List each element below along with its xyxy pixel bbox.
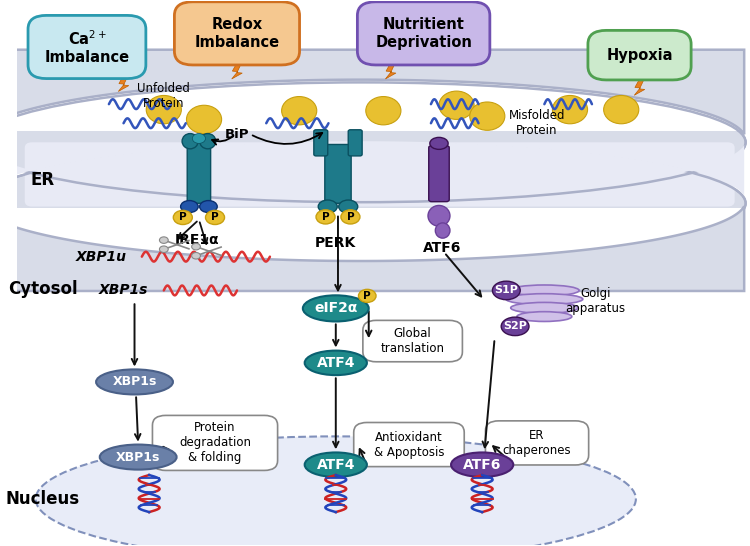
Ellipse shape xyxy=(146,96,182,124)
Ellipse shape xyxy=(192,244,200,250)
Text: Protein
degradation
& folding: Protein degradation & folding xyxy=(179,422,251,465)
Polygon shape xyxy=(118,75,129,92)
Text: ATF6: ATF6 xyxy=(463,458,501,472)
Text: Global
translation: Global translation xyxy=(381,327,445,355)
Ellipse shape xyxy=(435,223,450,238)
Text: IRE1α: IRE1α xyxy=(175,233,219,247)
Ellipse shape xyxy=(304,453,367,477)
Ellipse shape xyxy=(366,97,401,125)
Text: P: P xyxy=(364,291,371,301)
Ellipse shape xyxy=(0,144,746,263)
FancyBboxPatch shape xyxy=(354,423,464,467)
Ellipse shape xyxy=(173,210,192,224)
Ellipse shape xyxy=(282,97,316,125)
Text: Hypoxia: Hypoxia xyxy=(606,48,673,63)
Ellipse shape xyxy=(0,82,746,202)
Polygon shape xyxy=(232,63,242,79)
Text: ATF4: ATF4 xyxy=(316,356,355,370)
Text: ER
chaperones: ER chaperones xyxy=(503,429,572,457)
Ellipse shape xyxy=(192,134,206,144)
Ellipse shape xyxy=(604,96,639,124)
FancyBboxPatch shape xyxy=(429,146,449,201)
FancyBboxPatch shape xyxy=(188,142,211,203)
FancyBboxPatch shape xyxy=(588,31,691,80)
Ellipse shape xyxy=(304,351,367,375)
Ellipse shape xyxy=(470,102,505,130)
Polygon shape xyxy=(0,141,744,199)
Text: Cytosol: Cytosol xyxy=(8,280,78,298)
Ellipse shape xyxy=(200,200,217,212)
Polygon shape xyxy=(634,79,645,96)
Ellipse shape xyxy=(96,370,173,394)
Text: Golgi
apparatus: Golgi apparatus xyxy=(566,287,626,316)
Text: Ca$^{2+}$
Imbalance: Ca$^{2+}$ Imbalance xyxy=(44,29,130,65)
FancyBboxPatch shape xyxy=(25,143,735,206)
Ellipse shape xyxy=(181,200,198,212)
FancyBboxPatch shape xyxy=(28,15,146,79)
FancyBboxPatch shape xyxy=(363,321,463,362)
Ellipse shape xyxy=(553,96,587,124)
Polygon shape xyxy=(386,63,396,79)
Text: BiP: BiP xyxy=(225,128,249,141)
FancyBboxPatch shape xyxy=(175,2,299,65)
Ellipse shape xyxy=(511,302,578,313)
FancyBboxPatch shape xyxy=(348,130,362,156)
Text: S1P: S1P xyxy=(494,286,518,295)
Ellipse shape xyxy=(517,312,572,322)
Text: S2P: S2P xyxy=(503,322,527,331)
Polygon shape xyxy=(0,50,744,134)
Text: Nutritient
Deprivation: Nutritient Deprivation xyxy=(375,17,472,50)
Text: PERK: PERK xyxy=(315,236,356,250)
Text: Misfolded
Protein: Misfolded Protein xyxy=(509,109,566,137)
Text: ATF4: ATF4 xyxy=(316,458,355,472)
FancyBboxPatch shape xyxy=(358,2,490,65)
Ellipse shape xyxy=(316,210,335,224)
FancyBboxPatch shape xyxy=(152,416,278,471)
Ellipse shape xyxy=(160,246,168,252)
FancyBboxPatch shape xyxy=(325,145,351,203)
Ellipse shape xyxy=(100,444,176,470)
Text: Redox
Imbalance: Redox Imbalance xyxy=(194,17,280,50)
Text: XBP1u: XBP1u xyxy=(76,250,127,264)
Ellipse shape xyxy=(501,317,529,336)
Ellipse shape xyxy=(451,453,513,477)
Ellipse shape xyxy=(303,295,369,322)
Text: eIF2α: eIF2α xyxy=(314,301,358,316)
Ellipse shape xyxy=(187,105,221,134)
Text: XBP1s: XBP1s xyxy=(112,376,157,388)
Ellipse shape xyxy=(341,210,360,224)
FancyBboxPatch shape xyxy=(314,130,328,156)
Ellipse shape xyxy=(182,134,198,149)
Ellipse shape xyxy=(506,294,583,305)
Polygon shape xyxy=(0,206,744,291)
Ellipse shape xyxy=(192,252,200,259)
Text: Nucleus: Nucleus xyxy=(6,490,80,508)
Text: ATF6: ATF6 xyxy=(423,241,461,256)
Text: P: P xyxy=(322,212,329,222)
FancyBboxPatch shape xyxy=(17,207,749,545)
Text: ER: ER xyxy=(31,171,55,189)
Ellipse shape xyxy=(430,138,448,150)
Ellipse shape xyxy=(428,205,450,226)
Ellipse shape xyxy=(493,281,520,300)
Text: Antioxidant
& Apoptosis: Antioxidant & Apoptosis xyxy=(374,431,444,459)
Ellipse shape xyxy=(200,134,216,149)
Text: Unfolded
Protein: Unfolded Protein xyxy=(137,82,190,110)
Text: P: P xyxy=(211,212,219,222)
Ellipse shape xyxy=(509,285,579,296)
Ellipse shape xyxy=(439,91,474,120)
Text: XBP1s: XBP1s xyxy=(116,450,160,464)
Ellipse shape xyxy=(36,436,636,546)
Ellipse shape xyxy=(339,200,358,213)
Ellipse shape xyxy=(160,237,168,244)
FancyBboxPatch shape xyxy=(17,0,749,132)
FancyBboxPatch shape xyxy=(485,421,589,465)
Ellipse shape xyxy=(358,289,376,302)
Ellipse shape xyxy=(318,200,338,213)
Ellipse shape xyxy=(206,210,224,224)
Text: P: P xyxy=(346,212,354,222)
Text: P: P xyxy=(179,212,187,222)
Text: XBP1s: XBP1s xyxy=(99,283,148,298)
